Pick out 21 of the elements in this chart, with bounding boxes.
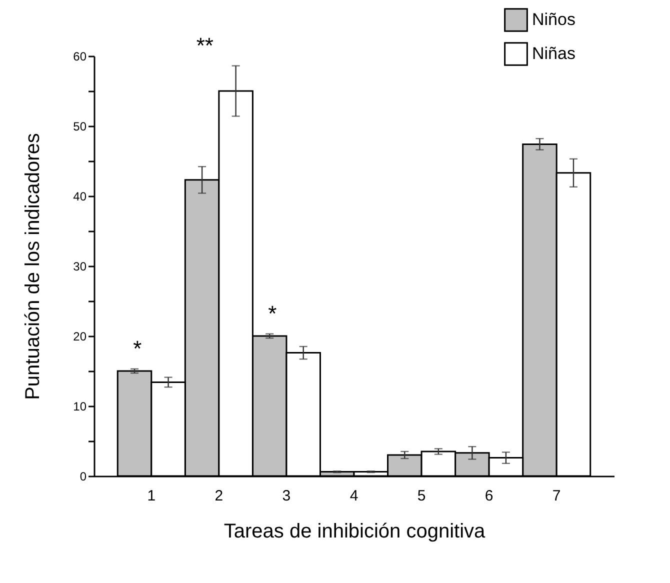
y-tick-label: 10 bbox=[73, 400, 87, 414]
x-tick-label: 7 bbox=[552, 488, 561, 504]
x-tick-label: 4 bbox=[350, 488, 358, 504]
y-tick-label: 50 bbox=[73, 120, 87, 134]
x-tick-label: 5 bbox=[417, 488, 426, 504]
legend-label: Niños bbox=[532, 10, 576, 29]
x-tick-label: 2 bbox=[214, 488, 224, 504]
x-tick-label: 3 bbox=[282, 488, 291, 504]
y-tick-label: 0 bbox=[80, 470, 87, 484]
annotation: * bbox=[268, 300, 278, 326]
y-axis-title: Puntuación de los indicadores bbox=[22, 133, 44, 400]
x-axis-title: Tareas de inhibición cognitiva bbox=[224, 520, 486, 542]
y-tick-label: 40 bbox=[73, 190, 87, 204]
y-tick-label: 20 bbox=[73, 330, 87, 344]
y-tick-label: 30 bbox=[73, 260, 87, 274]
y-tick-label: 60 bbox=[73, 50, 87, 64]
annotation: ** bbox=[196, 32, 214, 58]
legend-label: Niñas bbox=[532, 44, 576, 63]
x-tick-label: 6 bbox=[484, 488, 494, 504]
x-tick-label: 1 bbox=[147, 488, 156, 504]
annotation: * bbox=[133, 336, 142, 361]
